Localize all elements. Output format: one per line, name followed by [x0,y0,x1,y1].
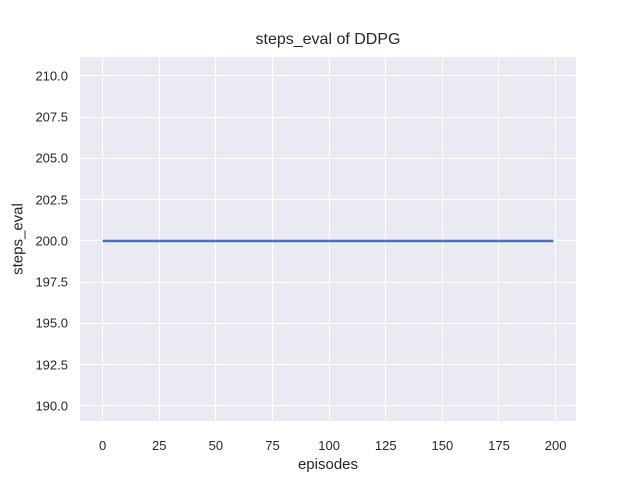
x-gridline [328,57,330,421]
y-gridline [80,281,576,283]
y-gridline [80,116,576,118]
x-tick-label: 0 [99,438,107,453]
y-gridline [80,75,576,77]
x-gridline [555,57,557,421]
x-tick-label: 200 [544,438,567,453]
x-axis-label: episodes [297,456,359,473]
y-gridline [80,405,576,407]
x-tick-label: 100 [318,438,340,453]
x-gridline [385,57,387,421]
x-tick-label: 150 [431,438,454,453]
y-gridline [80,157,576,159]
x-tick-label: 25 [152,438,167,453]
x-tick-label: 125 [374,438,397,453]
x-tick-label: 50 [208,438,224,453]
y-tick-label: 200.0 [35,233,68,249]
y-tick-label: 190.0 [35,398,68,414]
y-tick-label: 210.0 [35,68,68,84]
y-tick-label: 202.5 [35,192,68,208]
y-axis-label: steps_eval [9,203,27,275]
y-tick-label: 205.0 [35,150,68,166]
y-tick-label: 197.5 [35,274,68,290]
x-gridline [158,57,160,421]
x-gridline [498,57,500,421]
plot-area [80,57,576,421]
y-tick-label: 195.0 [35,315,68,331]
series-layer [102,239,554,243]
x-tick-label: 75 [265,438,280,453]
y-tick-label: 192.5 [35,357,68,373]
x-tick-label: 175 [488,438,510,453]
y-gridline [80,364,576,366]
x-gridline [441,57,443,421]
x-gridline [102,57,104,421]
chart-title: steps_eval of DDPG [255,31,401,48]
x-gridline [272,57,273,421]
y-gridline [80,199,576,201]
x-gridline [215,57,217,421]
y-gridline [80,322,576,324]
y-tick-label: 207.5 [35,109,68,125]
